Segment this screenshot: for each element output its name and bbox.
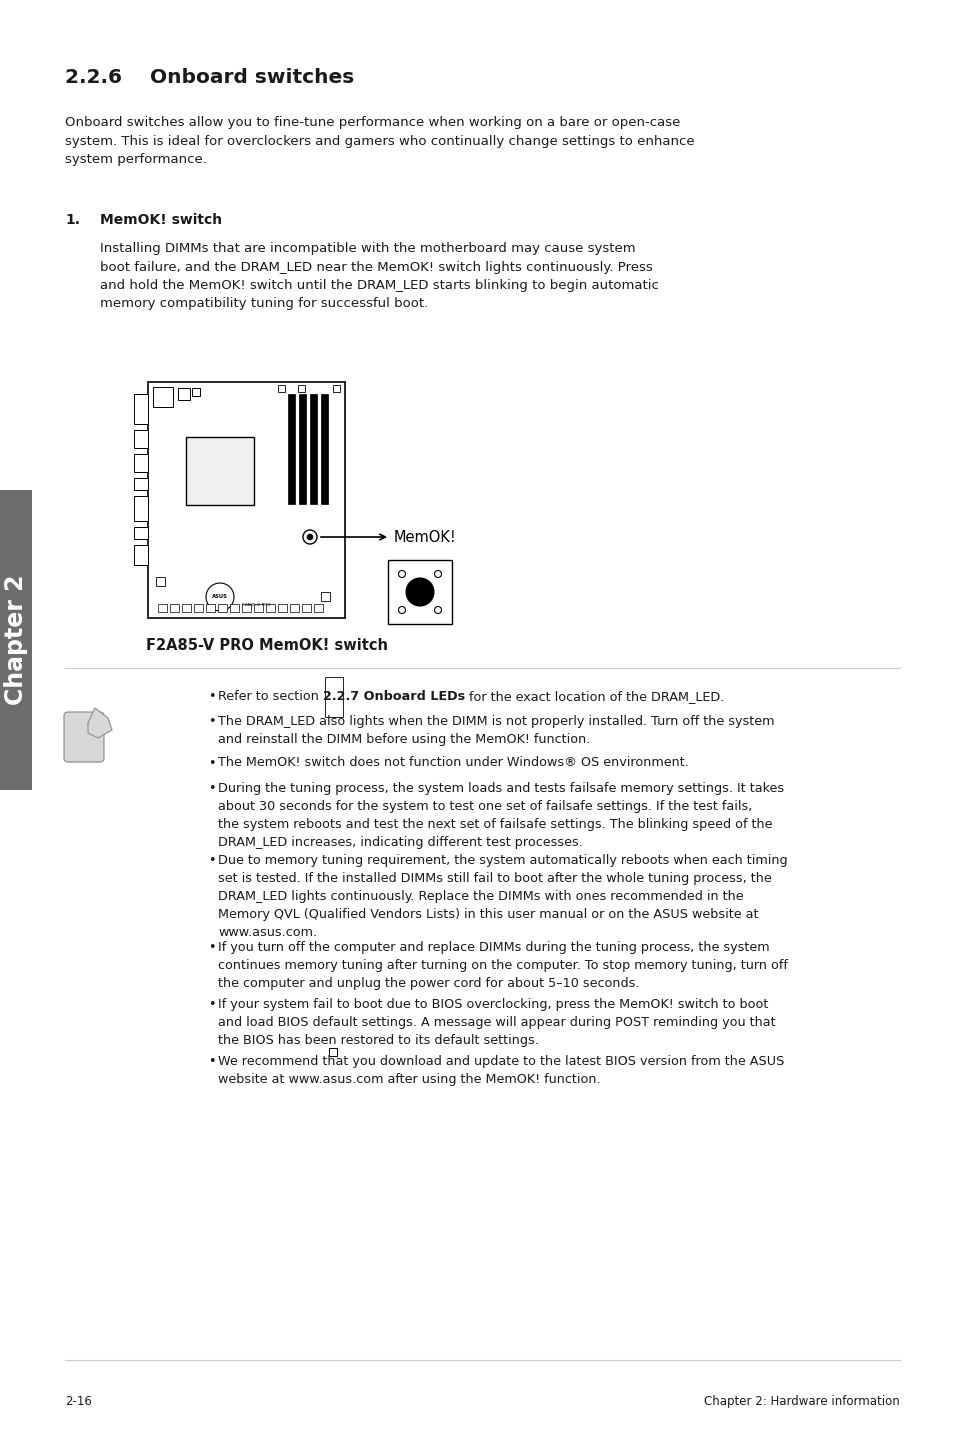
- Text: We recommend that you download and update to the latest BIOS version from the AS: We recommend that you download and updat…: [218, 1054, 783, 1086]
- Bar: [266, 604, 274, 613]
- Circle shape: [398, 607, 405, 614]
- Bar: [133, 496, 148, 521]
- Bar: [288, 394, 294, 503]
- Bar: [170, 604, 179, 613]
- Bar: [388, 559, 452, 624]
- Bar: [230, 604, 239, 613]
- Text: Chapter 2: Hardware information: Chapter 2: Hardware information: [703, 1395, 899, 1408]
- Bar: [310, 394, 316, 503]
- Bar: [298, 394, 306, 503]
- Bar: [325, 677, 343, 718]
- Text: for the exact location of the DRAM_LED.: for the exact location of the DRAM_LED.: [464, 690, 723, 703]
- Bar: [277, 385, 285, 393]
- Polygon shape: [88, 707, 112, 738]
- Text: If your system fail to boot due to BIOS overclocking, press the MemOK! switch to: If your system fail to boot due to BIOS …: [218, 998, 775, 1047]
- Text: F2A85-V PRO: F2A85-V PRO: [242, 603, 271, 607]
- Bar: [329, 1048, 336, 1055]
- Text: Installing DIMMs that are incompatible with the motherboard may cause system
boo: Installing DIMMs that are incompatible w…: [100, 242, 659, 311]
- Bar: [133, 545, 148, 565]
- Text: Due to memory tuning requirement, the system automatically reboots when each tim: Due to memory tuning requirement, the sy…: [218, 854, 787, 939]
- Text: 2.2.6    Onboard switches: 2.2.6 Onboard switches: [65, 68, 354, 88]
- Text: MemOK!: MemOK!: [394, 529, 456, 545]
- Circle shape: [303, 531, 316, 544]
- Bar: [0, 490, 32, 789]
- FancyBboxPatch shape: [64, 712, 104, 762]
- Circle shape: [406, 578, 434, 605]
- Text: •: •: [208, 782, 215, 795]
- Bar: [297, 385, 305, 393]
- Circle shape: [307, 533, 313, 541]
- Text: •: •: [208, 1054, 215, 1067]
- Bar: [193, 604, 203, 613]
- Bar: [314, 604, 323, 613]
- Bar: [333, 385, 339, 393]
- Bar: [178, 388, 190, 400]
- Bar: [320, 592, 330, 601]
- Bar: [182, 604, 191, 613]
- Text: Refer to section: Refer to section: [218, 690, 322, 703]
- Text: •: •: [208, 716, 215, 729]
- Bar: [242, 604, 251, 613]
- Circle shape: [398, 571, 405, 578]
- Bar: [133, 430, 148, 449]
- Circle shape: [206, 582, 233, 611]
- Text: •: •: [208, 942, 215, 955]
- Text: During the tuning process, the system loads and tests failsafe memory settings. : During the tuning process, the system lo…: [218, 782, 783, 848]
- Circle shape: [434, 571, 441, 578]
- Text: If you turn off the computer and replace DIMMs during the tuning process, the sy: If you turn off the computer and replace…: [218, 942, 787, 991]
- Bar: [156, 577, 165, 587]
- Bar: [152, 387, 172, 407]
- Text: 2.2.7 Onboard LEDs: 2.2.7 Onboard LEDs: [322, 690, 464, 703]
- Bar: [192, 388, 200, 395]
- Bar: [320, 394, 328, 503]
- Bar: [133, 454, 148, 472]
- Bar: [158, 604, 167, 613]
- Text: •: •: [208, 690, 215, 703]
- Text: •: •: [208, 998, 215, 1011]
- Text: Onboard switches allow you to fine-tune performance when working on a bare or op: Onboard switches allow you to fine-tune …: [65, 116, 694, 165]
- Bar: [253, 604, 263, 613]
- Bar: [133, 526, 148, 539]
- Bar: [206, 604, 214, 613]
- Bar: [277, 604, 287, 613]
- Bar: [133, 394, 148, 424]
- Text: MemOK! switch: MemOK! switch: [100, 213, 222, 227]
- Text: The DRAM_LED also lights when the DIMM is not properly installed. Turn off the s: The DRAM_LED also lights when the DIMM i…: [218, 716, 774, 746]
- Text: F2A85-V PRO MemOK! switch: F2A85-V PRO MemOK! switch: [146, 638, 388, 653]
- Text: The MemOK! switch does not function under Windows® OS environment.: The MemOK! switch does not function unde…: [218, 756, 688, 769]
- Bar: [218, 604, 227, 613]
- Bar: [186, 437, 253, 505]
- Bar: [148, 383, 345, 618]
- Text: Chapter 2: Chapter 2: [4, 575, 28, 705]
- Text: 1.: 1.: [65, 213, 80, 227]
- Text: ASUS: ASUS: [212, 594, 228, 600]
- Text: •: •: [208, 854, 215, 867]
- Text: 2-16: 2-16: [65, 1395, 91, 1408]
- Bar: [290, 604, 298, 613]
- Text: •: •: [208, 756, 215, 769]
- Circle shape: [434, 607, 441, 614]
- Bar: [133, 477, 148, 490]
- Bar: [302, 604, 311, 613]
